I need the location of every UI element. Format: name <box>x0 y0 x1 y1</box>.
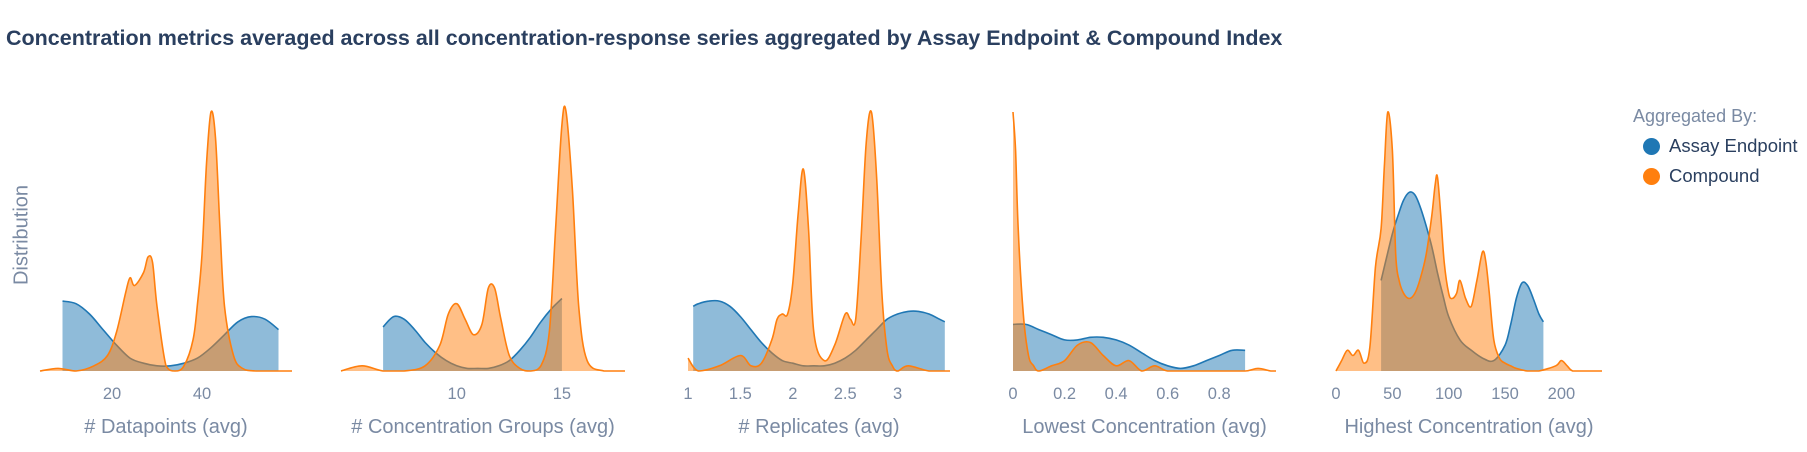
legend-item-assay-endpoint[interactable]: Assay Endpoint <box>1633 131 1798 161</box>
tick-label-highest-concentration-avg: 0 <box>1331 385 1340 403</box>
tick-label-replicates-avg: 1 <box>683 385 692 403</box>
legend-label-assay-endpoint: Assay Endpoint <box>1669 135 1798 156</box>
tick-label-highest-concentration-avg: 50 <box>1383 385 1401 403</box>
tick-label-lowest-concentration-avg: 0.8 <box>1208 385 1231 403</box>
line-compound-datapoints-avg <box>39 110 292 372</box>
tick-label-concentration-groups-avg: 10 <box>448 385 466 403</box>
area-compound-highest-concentration-avg <box>1336 111 1602 371</box>
x-axis-label-lowest-concentration-avg: Lowest Concentration (avg) <box>1022 416 1267 438</box>
area-assay-endpoint-datapoints-avg <box>62 301 279 371</box>
panel-datapoints-avg: 20 40 # Datapoints (avg) <box>39 110 292 438</box>
x-axis-label-replicates-avg: # Replicates (avg) <box>738 416 899 438</box>
legend-item-compound[interactable]: Compound <box>1633 161 1798 191</box>
tick-label-replicates-avg: 3 <box>893 385 902 403</box>
chart-area: 20 40# Datapoints (avg)10 15# Concentratio… <box>39 105 1602 438</box>
panel-concentration-groups-avg: 10 15 # Concentration Groups (avg) <box>340 105 625 438</box>
chart-title: Concentration metrics averaged across al… <box>6 26 1283 50</box>
line-assay-endpoint-lowest-concentration-avg <box>1012 323 1246 370</box>
tick-label-highest-concentration-avg: 150 <box>1491 385 1519 403</box>
area-compound-concentration-groups-avg <box>341 106 625 372</box>
x-axis-label-highest-concentration-avg: Highest Concentration (avg) <box>1344 416 1593 438</box>
tick-label-highest-concentration-avg: 100 <box>1435 385 1463 403</box>
tick-label-datapoints-avg: 20 <box>103 385 121 403</box>
line-compound-lowest-concentration-avg <box>1012 111 1276 372</box>
tick-label-replicates-avg: 1.5 <box>729 385 752 403</box>
area-assay-endpoint-concentration-groups-avg <box>383 298 562 371</box>
panel-replicates-avg: 1 1.5 2 2.5 3 # Replicates (avg) <box>683 110 950 438</box>
tick-label-datapoints-avg: 40 <box>193 385 211 403</box>
tick-label-concentration-groups-avg: 15 <box>553 385 571 403</box>
tick-label-lowest-concentration-avg: 0 <box>1008 385 1017 403</box>
panel-lowest-concentration-avg: 0 0.2 0.4 0.6 0.8 Lowest Concentration (avg) <box>1008 111 1276 438</box>
legend-marker-assay-endpoint <box>1643 137 1660 155</box>
tick-label-lowest-concentration-avg: 0.4 <box>1105 385 1128 403</box>
tick-label-replicates-avg: 2.5 <box>834 385 857 403</box>
line-assay-endpoint-datapoints-avg <box>62 300 280 367</box>
tick-label-highest-concentration-avg: 200 <box>1548 385 1576 403</box>
legend-title: Aggregated By: <box>1633 106 1758 126</box>
x-axis-label-datapoints-avg: # Datapoints (avg) <box>84 416 247 438</box>
panel-highest-concentration-avg: 0 50 100 150 200 Highest Concentration (avg) <box>1331 111 1602 438</box>
legend-marker-compound <box>1643 167 1660 185</box>
tick-label-replicates-avg: 2 <box>788 385 797 403</box>
line-compound-highest-concentration-avg <box>1335 111 1602 372</box>
tick-label-lowest-concentration-avg: 0.6 <box>1156 385 1179 403</box>
legend-label-compound: Compound <box>1669 165 1760 186</box>
line-compound-concentration-groups-avg <box>340 105 625 372</box>
line-compound-replicates-avg <box>687 110 950 372</box>
x-axis-label-concentration-groups-avg: # Concentration Groups (avg) <box>351 416 614 438</box>
legend: Aggregated By: Assay Endpoint Compound <box>1633 106 1798 191</box>
area-compound-lowest-concentration-avg <box>1013 112 1276 371</box>
tick-label-lowest-concentration-avg: 0.2 <box>1053 385 1076 403</box>
